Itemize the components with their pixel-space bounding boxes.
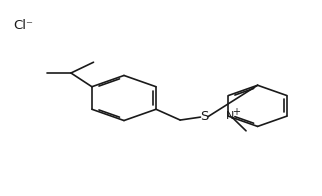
Text: N: N (226, 111, 234, 121)
Text: S: S (200, 110, 209, 123)
Text: +: + (232, 107, 240, 117)
Text: Cl⁻: Cl⁻ (13, 19, 33, 32)
